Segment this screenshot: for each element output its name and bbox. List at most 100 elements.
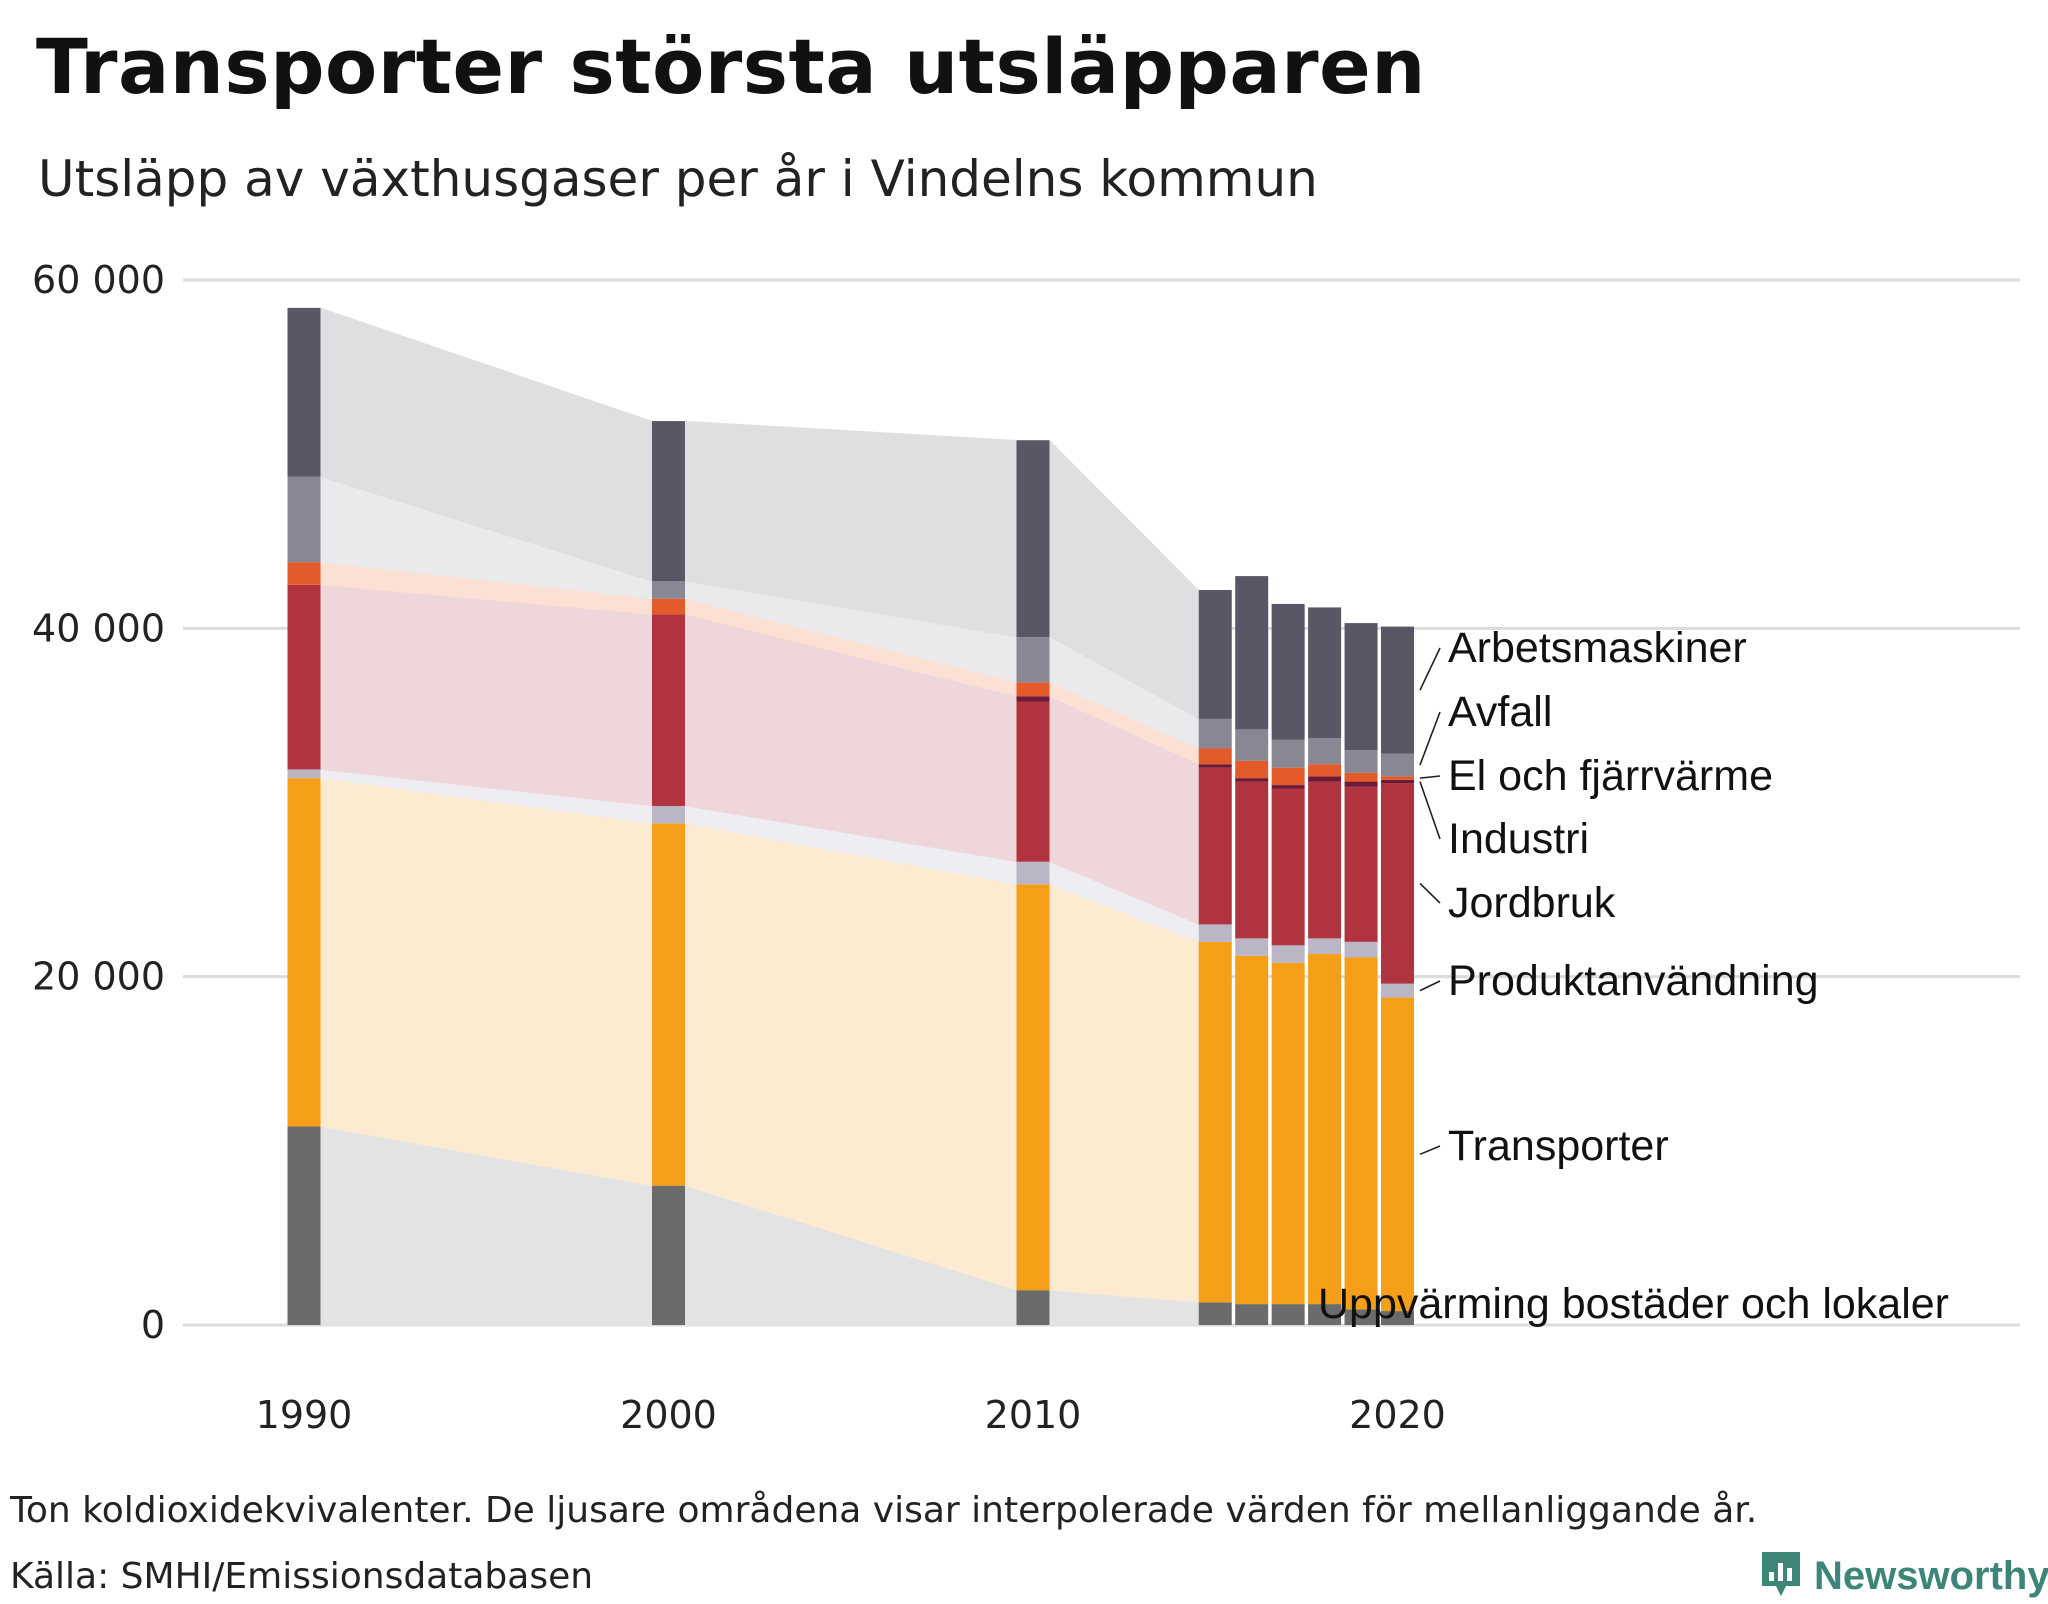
bar-segment	[1235, 1304, 1269, 1325]
bar-segment	[1381, 783, 1414, 984]
bar-segment	[1235, 576, 1269, 730]
label-leader-line	[1419, 775, 1441, 779]
bar-segment	[1344, 941, 1378, 958]
bar-segment	[287, 562, 321, 585]
bar-segment	[1016, 696, 1050, 702]
x-tick-label: 2010	[985, 1393, 1082, 1437]
series-label: Uppvärming bostäder och lokaler	[1318, 1280, 1949, 1328]
bar-segment	[1235, 938, 1269, 956]
series-label: Jordbruk	[1448, 879, 1616, 927]
bar-segment	[1271, 785, 1305, 789]
label-leader-line	[1419, 1145, 1441, 1156]
bar-segment	[1381, 753, 1414, 777]
bar-segment	[1235, 955, 1269, 1305]
bar-segment	[1308, 781, 1342, 939]
bar-segment	[287, 1126, 321, 1325]
y-tick-label: 20 000	[32, 955, 165, 999]
bar-segment	[1271, 739, 1305, 768]
x-axis: 1990 2000 2010 2020	[256, 1393, 1446, 1437]
bar-segment	[1235, 729, 1269, 761]
bar-segment	[1381, 983, 1414, 998]
bar-segment	[1308, 764, 1342, 777]
bar-segment	[1016, 861, 1050, 885]
y-axis: 0 20 000 40 000 60 000	[32, 258, 165, 1347]
series-label: Produktanvändning	[1448, 957, 1819, 1005]
bar-segment	[1344, 623, 1378, 751]
bar-segment	[1308, 776, 1342, 782]
chart-source: Källa: SMHI/Emissionsdatabasen	[10, 1556, 594, 1597]
series-label: El och fjärrvärme	[1448, 752, 1773, 800]
bar-segment	[1271, 603, 1305, 740]
bar-segment	[1308, 738, 1342, 765]
label-leader-line	[1419, 711, 1441, 766]
bar-segment	[1235, 778, 1269, 782]
x-tick-label: 2000	[620, 1393, 717, 1437]
bar-segment	[1198, 764, 1232, 768]
bar-segment	[1381, 626, 1414, 754]
interpolated-area	[320, 777, 653, 1186]
chart-title: Transporter största utsläpparen	[36, 22, 1426, 111]
bar-segment	[1016, 701, 1050, 862]
bar-segment	[652, 614, 685, 806]
label-leader-line	[1419, 647, 1441, 691]
bar-segment	[1344, 781, 1378, 787]
bar-segment	[1198, 718, 1232, 749]
bar-segment	[1381, 997, 1414, 1312]
newsworthy-logo: Newsworthy	[1758, 1548, 2048, 1604]
y-tick-label: 0	[141, 1303, 165, 1347]
bar-segment	[1016, 1290, 1050, 1325]
bar-segment	[1198, 590, 1232, 719]
bar-segment	[1016, 637, 1050, 683]
bar-segment	[1198, 924, 1232, 942]
bar-segment	[1344, 1309, 1378, 1325]
chart-note: Ton koldioxidekvivalenter. De ljusare om…	[10, 1490, 1758, 1531]
bar-segment	[287, 307, 321, 477]
bar-segment	[287, 476, 321, 563]
bar-segment	[1198, 748, 1232, 765]
bar-segment	[652, 823, 685, 1186]
series-label: Avfall	[1448, 688, 1552, 736]
bar-segment	[1344, 772, 1378, 782]
label-leader-line	[1419, 980, 1441, 992]
bar-segment	[1271, 962, 1305, 1305]
bar-segment	[1344, 957, 1378, 1310]
x-tick-label: 2020	[1349, 1393, 1446, 1437]
bar-segment	[652, 421, 685, 582]
bar-segment	[1016, 682, 1050, 697]
bar-segment	[1198, 1302, 1232, 1325]
label-leader-line	[1419, 882, 1441, 904]
interpolated-area	[320, 584, 653, 807]
label-leader-line	[1419, 781, 1441, 840]
bar-segment	[1308, 607, 1342, 739]
bar-segment	[1235, 760, 1269, 779]
bar-segment	[1271, 945, 1305, 963]
bar-segment	[652, 805, 685, 824]
bar-segment	[1308, 1304, 1342, 1325]
bar-segment	[1271, 767, 1305, 786]
bar-segment	[1308, 938, 1342, 955]
bar-segment	[1016, 884, 1050, 1291]
bar-segment	[1308, 954, 1342, 1305]
interpolation-areas	[320, 307, 1199, 1326]
bar-segment	[1198, 941, 1232, 1303]
bar-segment	[1381, 776, 1414, 780]
series-labels: Uppvärming bostäder och lokaler Transport…	[1318, 624, 1949, 1328]
bar-segment	[1016, 440, 1050, 638]
series-label: Transporter	[1448, 1122, 1669, 1170]
bar-segment	[652, 581, 685, 599]
y-tick-label: 60 000	[32, 258, 165, 302]
bars	[287, 307, 1414, 1325]
bar-segment	[1344, 750, 1378, 773]
bar-segment	[1198, 767, 1232, 925]
interpolated-area	[1049, 883, 1199, 1303]
bar-segment	[652, 1185, 685, 1325]
x-tick-label: 1990	[256, 1393, 353, 1437]
bar-segment	[1344, 786, 1378, 942]
bar-segment	[652, 598, 685, 615]
brand-name: Newsworthy	[1814, 1553, 2048, 1598]
bar-segment	[1381, 779, 1414, 784]
bar-segment	[1271, 1304, 1305, 1325]
bar-segment	[287, 584, 321, 770]
bar-segment	[287, 778, 321, 1127]
series-label: Industri	[1448, 815, 1589, 863]
